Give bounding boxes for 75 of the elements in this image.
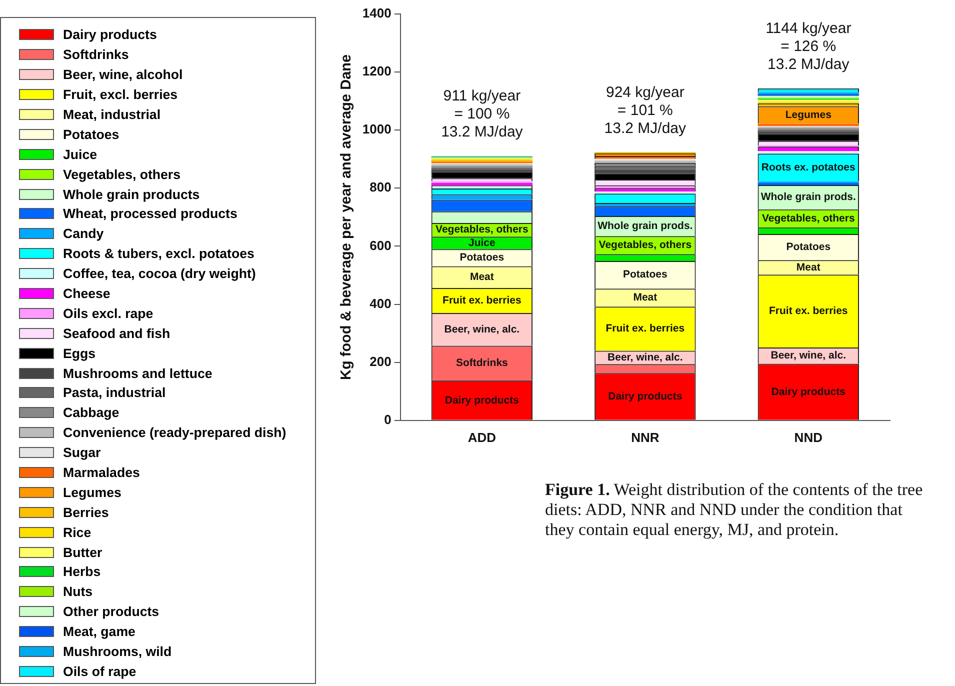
total-label: 1144 kg/year = 126 % 13.2 MJ/day xyxy=(766,20,852,73)
data-label: Beer, wine, alc. xyxy=(770,350,846,362)
legend-label: Cheese xyxy=(63,286,110,302)
y-tick-label: 1400 xyxy=(362,6,392,21)
data-label: Meat xyxy=(796,261,821,274)
data-label: Vegetables, others xyxy=(762,212,855,224)
legend-label: Marmalades xyxy=(63,465,140,480)
legend-label: Meat, industrial xyxy=(63,107,161,122)
y-axis-title: Kg food & beverage per year and average Dane xyxy=(338,54,355,380)
y-tick-label: 400 xyxy=(370,296,392,311)
y-tick-label: 200 xyxy=(370,354,392,369)
caption: Figure 1. Weight distribution of the contents of the tree diets: ADD, NNR and NND under the condition that they contain equal energy, MJ, and protein. xyxy=(545,480,924,540)
bar xyxy=(758,124,859,126)
data-label: Potatoes xyxy=(786,240,831,253)
data-label: Whole grain prods. xyxy=(598,220,693,232)
data-label: Dairy products xyxy=(444,394,520,406)
legend-label: Mushrooms, wild xyxy=(63,644,172,660)
data-label: Fruit ex. berries xyxy=(442,294,522,306)
legend-label: Meat, game xyxy=(63,624,136,640)
data-label: Beer, wine, alc. xyxy=(444,323,520,336)
legend-label: Coffee, tea, cocoa (dry weight) xyxy=(63,266,256,282)
data-label: Meat xyxy=(470,271,494,284)
x-tick-label: ADD xyxy=(468,430,496,445)
legend-label: Whole grain products xyxy=(63,186,200,202)
x-tick-label: NNR xyxy=(631,430,660,445)
data-label: Potatoes xyxy=(622,268,668,281)
legend-label: Convenience (ready-prepared dish) xyxy=(63,425,286,440)
legend-label: Softdrinks xyxy=(63,47,129,62)
data-label: Fruit ex. berries xyxy=(606,322,685,335)
bar xyxy=(431,182,533,186)
data-label: Dairy products xyxy=(608,390,682,403)
data-label: Dairy products xyxy=(771,386,846,398)
data-label: Vegetables, others xyxy=(598,238,692,251)
legend-label: Beer, wine, alcohol xyxy=(63,67,183,82)
data-label: Fruit ex. berries xyxy=(768,305,848,317)
legend-label: Berries xyxy=(63,504,109,520)
y-tick-label: 0 xyxy=(384,412,392,427)
legend-label: Vegetables, others xyxy=(63,166,181,182)
data-label: Potatoes xyxy=(460,252,504,264)
legend-label: Mushrooms and lettuce xyxy=(63,366,212,381)
legend-label: Oils excl. rape xyxy=(63,306,154,321)
legend-label: Sugar xyxy=(63,445,101,460)
legend-label: Eggs xyxy=(63,346,96,361)
data-label: Whole grain prods. xyxy=(760,191,856,204)
data-label: Vegetables, others xyxy=(436,224,528,236)
total-label: 911 kg/year = 100 % 13.2 MJ/day xyxy=(441,88,524,141)
legend-label: Butter xyxy=(63,544,102,560)
legend-label: Legumes xyxy=(63,484,122,500)
legend-label: Nuts xyxy=(63,584,93,600)
y-tick-label: 800 xyxy=(370,180,392,195)
y-tick-label: 1200 xyxy=(362,64,392,79)
legend-label: Seafood and fish xyxy=(63,326,170,341)
legend-label: Dairy products xyxy=(63,27,157,42)
legend-label: Herbs xyxy=(63,564,101,580)
legend-label: Candy xyxy=(63,226,104,242)
legend-label: Rice xyxy=(63,524,92,540)
legend-label: Potatoes xyxy=(63,126,120,142)
x-tick-label: NND xyxy=(794,430,822,445)
legend-label: Wheat, processed products xyxy=(63,206,238,222)
legend-label: Other products xyxy=(63,604,160,620)
total-label: 924 kg/year = 101 % 13.2 MJ/day xyxy=(604,84,687,137)
legend-label: Roots & tubers, excl. potatoes xyxy=(63,246,254,262)
y-tick-label: 1000 xyxy=(362,122,392,137)
data-label: Softdrinks xyxy=(456,356,508,369)
data-label: Juice xyxy=(468,236,496,249)
legend-label: Fruit, excl. berries xyxy=(63,87,178,102)
data-label: Legumes xyxy=(785,108,832,121)
legend-label: Oils of rape xyxy=(63,664,136,679)
data-label: Meat xyxy=(633,292,658,304)
legend-label: Pasta, industrial xyxy=(63,385,166,400)
legend-label: Juice xyxy=(63,146,98,162)
legend-label: Cabbage xyxy=(63,405,120,420)
data-label: Roots ex. potatoes xyxy=(761,161,856,174)
data-label: Beer, wine, alc. xyxy=(608,351,683,364)
y-tick-label: 600 xyxy=(370,238,392,253)
